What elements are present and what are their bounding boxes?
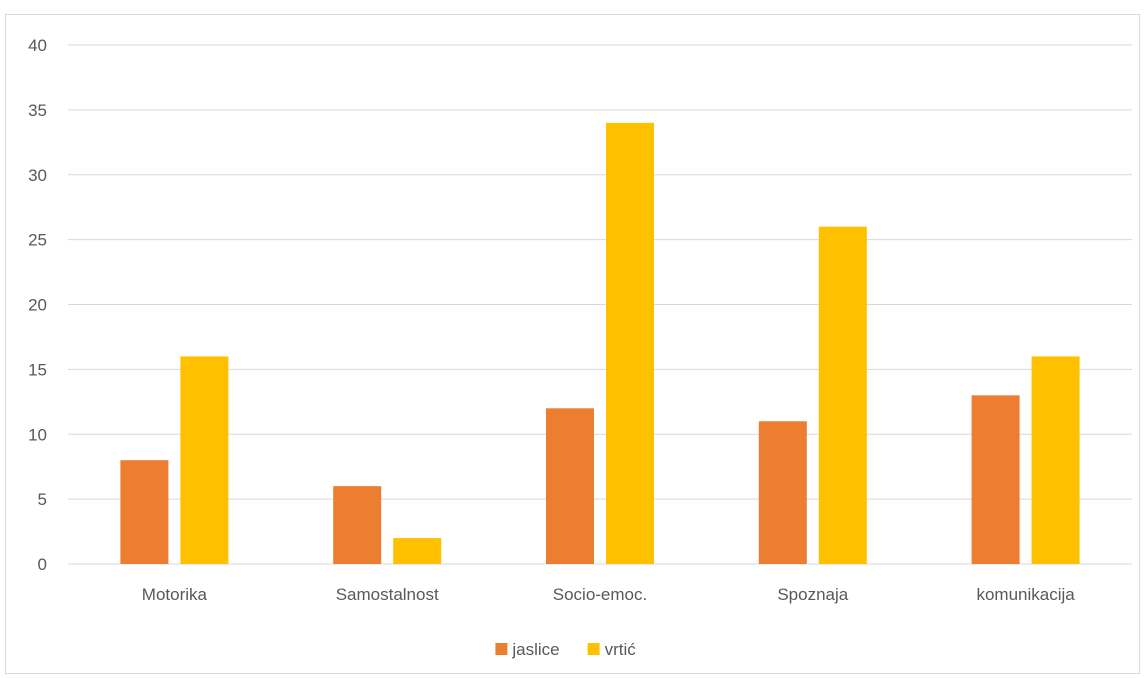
bar-vrti-2: [606, 122, 654, 564]
bar-vrti-0: [180, 356, 229, 564]
bars: [120, 122, 1080, 564]
y-tick-label: 10: [28, 425, 47, 444]
x-tick-label: komunikacija: [976, 585, 1075, 604]
bar-jaslice-0: [120, 460, 169, 564]
legend-swatch-0: [495, 643, 508, 655]
legend-swatch-1: [587, 643, 600, 655]
bar-vrti-3: [818, 226, 867, 564]
x-tick-label: Spoznaja: [777, 585, 848, 604]
x-tick-label: Samostalnost: [336, 585, 439, 604]
bar-jaslice-2: [546, 408, 594, 564]
legend-label: vrtić: [605, 640, 637, 659]
bar-jaslice-4: [971, 395, 1020, 564]
y-tick-label: 35: [28, 101, 47, 120]
bar-jaslice-1: [333, 486, 382, 564]
y-tick-label: 5: [38, 490, 47, 509]
y-tick-label: 20: [28, 296, 47, 315]
gridlines: [68, 44, 1132, 565]
x-tick-label: Socio-emoc.: [553, 585, 647, 604]
x-tick-label: Motorika: [142, 585, 208, 604]
y-axis-ticks: 0 5 10 15 20 25 30 35 40: [28, 36, 47, 574]
bar-jaslice-3: [758, 421, 807, 564]
y-tick-label: 25: [28, 231, 47, 250]
bar-vrti-4: [1031, 356, 1080, 564]
bar-vrti-1: [393, 538, 442, 564]
y-tick-label: 15: [28, 360, 47, 379]
y-tick-label: 40: [28, 36, 47, 55]
legend-label: jaslice: [511, 640, 559, 659]
x-axis-ticks: Motorika Samostalnost Socio-emoc. Spoznaja k…: [142, 585, 1075, 604]
legend: jaslice vrtić: [495, 640, 636, 659]
y-tick-label: 0: [38, 555, 47, 574]
y-tick-label: 30: [28, 166, 47, 185]
